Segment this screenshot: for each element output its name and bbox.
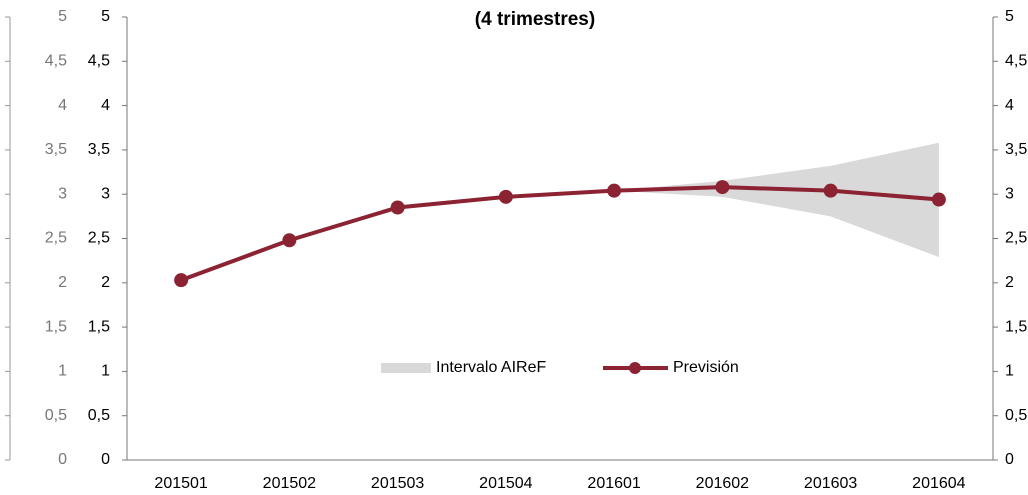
forecast-point: [498, 189, 513, 204]
ghost-tick-label: 2: [58, 274, 67, 291]
forecast-line: [180, 185, 940, 283]
x-tick-label: 201601: [587, 475, 640, 492]
ghost-tick-label: 2,5: [45, 230, 67, 247]
y-tick-label: 2,5: [88, 230, 110, 247]
ghost-tick-label: 0: [58, 451, 67, 468]
interval-area: [614, 142, 939, 258]
x-tick-label: 201504: [479, 475, 532, 492]
x-tick-label: 201503: [371, 475, 424, 492]
y2-tick-label: 3: [1005, 185, 1014, 202]
forecast-point: [174, 273, 189, 288]
forecast-point: [823, 183, 838, 198]
ghost-tick-label: 4: [58, 97, 67, 114]
y-tick-label: 0,5: [88, 407, 110, 424]
ghost-tick-label: 4,5: [45, 53, 67, 70]
legend-label: Previsión: [673, 359, 739, 376]
ghost-tick-label: 1,5: [45, 318, 67, 335]
legend-swatch: [381, 363, 431, 373]
x-tick-label: 201502: [263, 475, 316, 492]
ghost-tick-label: 5: [58, 8, 67, 25]
y-tick-label: 5: [101, 8, 110, 25]
ghost-tick-label: 1: [58, 363, 67, 380]
ghost-tick-label: 3,5: [45, 141, 67, 158]
x-tick-label: 201602: [696, 475, 749, 492]
y2-tick-label: 5: [1005, 8, 1014, 25]
chart-title: (4 trimestres): [475, 9, 595, 30]
ghost-tick-label: 3: [58, 185, 67, 202]
y2-tick-label: 0,5: [1005, 407, 1027, 424]
y2-tick-label: 1: [1005, 363, 1014, 380]
legend-marker: [629, 362, 641, 374]
x-tick-label: 201603: [804, 475, 857, 492]
y2-tick-label: 2: [1005, 274, 1014, 291]
y-tick-label: 0: [101, 451, 110, 468]
y2-tick-label: 4,5: [1005, 53, 1027, 70]
forecast-point: [390, 200, 405, 215]
ghost-tick-label: 0,5: [45, 407, 67, 424]
forecast-point: [607, 183, 622, 198]
y-tick-label: 4: [101, 97, 110, 114]
y2-tick-label: 2,5: [1005, 230, 1027, 247]
x-tick-label: 201604: [912, 475, 965, 492]
legend-label: Intervalo AIReF: [436, 359, 547, 376]
y2-tick-label: 0: [1005, 451, 1014, 468]
y-tick-label: 3,5: [88, 141, 110, 158]
y-tick-label: 4,5: [88, 53, 110, 70]
y-tick-label: 1,5: [88, 318, 110, 335]
x-tick-label: 201501: [154, 475, 207, 492]
y2-tick-label: 1,5: [1005, 318, 1027, 335]
forecast-point: [931, 192, 946, 207]
y-tick-label: 3: [101, 185, 110, 202]
forecast-point: [282, 233, 297, 248]
forecast-point: [715, 180, 730, 195]
y-tick-label: 1: [101, 363, 110, 380]
y-tick-label: 2: [101, 274, 110, 291]
y2-tick-label: 3,5: [1005, 141, 1027, 158]
y2-tick-label: 4: [1005, 97, 1014, 114]
